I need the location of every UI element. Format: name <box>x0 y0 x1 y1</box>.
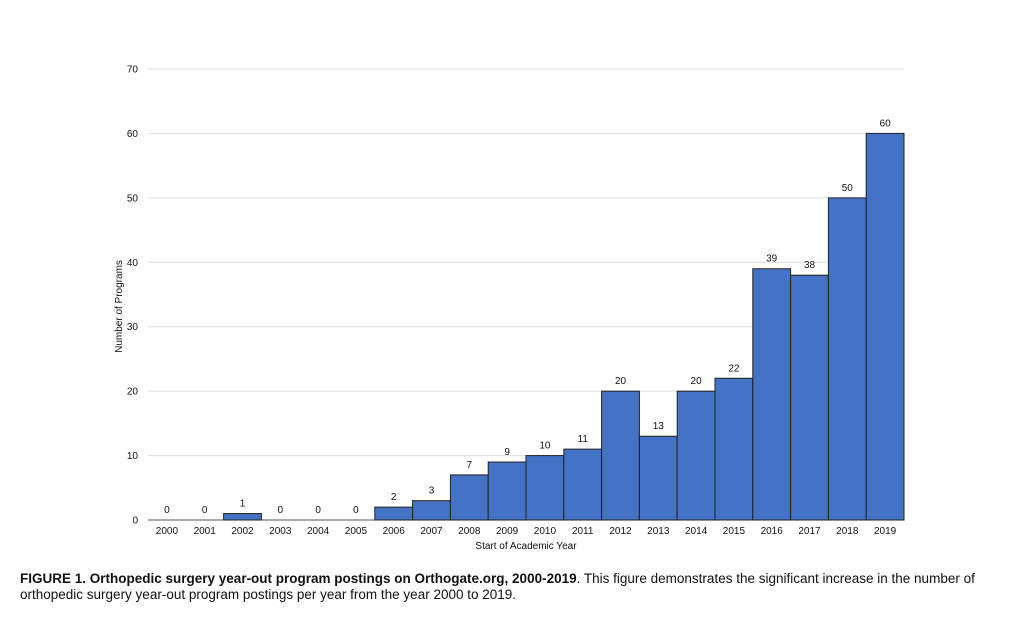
data-label: 20 <box>691 376 703 387</box>
x-tick-label: 2002 <box>231 526 254 537</box>
data-label: 9 <box>504 447 510 458</box>
x-tick-label: 2005 <box>345 526 368 537</box>
bar <box>827 197 867 521</box>
y-tick-label: 40 <box>127 258 139 269</box>
x-tick-label: 2017 <box>798 526 821 537</box>
bar <box>790 274 829 521</box>
x-tick-label: 2004 <box>307 526 330 537</box>
data-label: 10 <box>539 441 551 452</box>
bar <box>865 132 905 521</box>
x-tick-label: 2013 <box>647 526 670 537</box>
bar <box>223 513 262 521</box>
data-label: 60 <box>880 118 892 129</box>
figure-caption: FIGURE 1. Orthopedic surgery year-out pr… <box>20 571 1000 603</box>
bar <box>412 500 451 521</box>
x-tick-label: 2008 <box>458 526 481 537</box>
x-tick-label: 2014 <box>685 526 708 537</box>
x-axis-ticks: 2000 2001 2002 2003 2004 2005 2006 2007 2008 2009… <box>156 526 897 537</box>
bars <box>223 132 905 521</box>
bar <box>638 435 678 521</box>
data-label: 20 <box>615 376 627 387</box>
bar <box>487 461 527 521</box>
x-tick-label: 2016 <box>761 526 784 537</box>
x-tick-label: 2019 <box>874 526 897 537</box>
y-axis-title: Number of Programs <box>114 260 125 353</box>
y-tick-label: 0 <box>132 516 138 527</box>
data-label: 0 <box>353 505 359 516</box>
bar <box>525 455 565 521</box>
caption-title: FIGURE 1. Orthopedic surgery year-out pr… <box>20 571 577 586</box>
x-tick-label: 2001 <box>194 526 217 537</box>
y-tick-label: 60 <box>127 129 139 140</box>
bar <box>449 474 489 521</box>
data-label: 2 <box>391 492 397 503</box>
data-label: 11 <box>578 434 589 445</box>
y-axis-ticks: 0 10 20 30 40 50 60 70 <box>127 65 139 527</box>
data-label: 22 <box>728 363 740 374</box>
x-tick-label: 2003 <box>269 526 292 537</box>
data-label: 0 <box>164 505 170 516</box>
x-axis-title: Start of Academic Year <box>475 541 577 552</box>
data-label: 13 <box>653 421 665 432</box>
data-label: 0 <box>315 505 321 516</box>
x-tick-label: 2018 <box>836 526 859 537</box>
data-label: 3 <box>429 486 435 497</box>
x-tick-label: 2007 <box>420 526 443 537</box>
bar <box>714 377 754 521</box>
y-tick-label: 70 <box>127 65 139 76</box>
gridlines <box>148 68 904 521</box>
data-label: 0 <box>202 505 208 516</box>
bar <box>676 390 716 521</box>
bar <box>374 506 414 521</box>
bar <box>752 268 792 521</box>
y-tick-label: 10 <box>127 451 139 462</box>
y-tick-label: 50 <box>127 193 139 204</box>
data-label: 38 <box>804 260 816 271</box>
x-tick-label: 2009 <box>496 526 519 537</box>
x-tick-label: 2000 <box>156 526 179 537</box>
data-label: 0 <box>278 505 284 516</box>
data-label: 7 <box>467 460 473 471</box>
y-tick-label: 20 <box>127 387 139 398</box>
data-label: 1 <box>240 499 246 510</box>
data-label: 39 <box>766 254 778 265</box>
y-tick-label: 30 <box>127 322 139 333</box>
caption-text: . This figure demonstrates the significa… <box>20 571 975 602</box>
x-tick-label: 2015 <box>723 526 746 537</box>
bar <box>563 448 603 521</box>
x-tick-label: 2010 <box>534 526 557 537</box>
x-tick-label: 2011 <box>572 526 594 537</box>
x-tick-label: 2012 <box>609 526 632 537</box>
bar <box>601 390 640 521</box>
data-label: 50 <box>842 183 854 194</box>
x-tick-label: 2006 <box>383 526 406 537</box>
